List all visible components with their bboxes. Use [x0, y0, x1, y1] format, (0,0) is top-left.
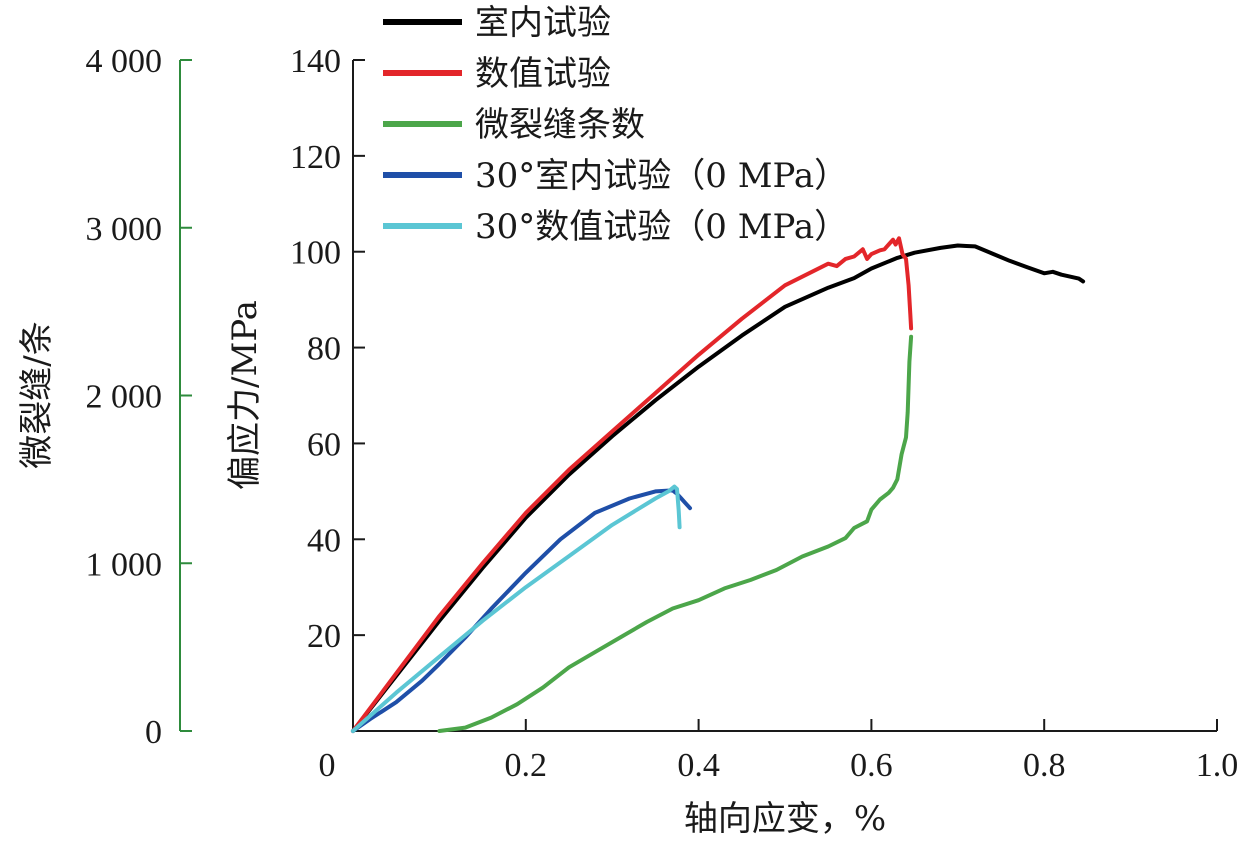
y-tick-label: 60 [307, 426, 341, 463]
x-tick-label: 0.8 [1023, 747, 1066, 784]
axes: 0 0.2 0.4 0.6 0.8 1.0 20 40 60 80 100 120 140 0 1 000 2… [86, 43, 1239, 784]
y-tick-label: 40 [307, 522, 341, 559]
legend-label: 30°数值试验（0 MPa） [475, 207, 848, 247]
y-tick-label: 120 [290, 139, 341, 176]
series-line-4 [351, 488, 692, 733]
x-tick-label: 0.2 [505, 747, 548, 784]
y2-tick-label: 4 000 [86, 43, 163, 80]
y2-axis-title: 微裂缝/条 [17, 321, 57, 468]
x-tick-label: 0.6 [850, 747, 893, 784]
y-tick-label: 100 [290, 235, 341, 272]
y2-tick-label: 2 000 [86, 379, 163, 416]
legend-label: 数值试验 [475, 54, 611, 94]
y-tick-label: 20 [307, 618, 341, 655]
y2-tick-label: 0 [145, 714, 162, 751]
x-axis-title: 轴向应变，% [684, 799, 886, 839]
series-line-2 [351, 236, 914, 733]
y2-tick-label: 1 000 [86, 546, 163, 583]
y-axis-title: 偏应力/MPa [225, 300, 265, 490]
y-tick-label: 140 [290, 43, 341, 80]
y2-tick-label: 3 000 [86, 211, 163, 248]
legend-label: 室内试验 [475, 3, 611, 43]
x-tick-label: 0.4 [677, 747, 720, 784]
x-tick-label: 0 [319, 747, 336, 784]
series-layer [351, 236, 1086, 733]
series-line-1 [351, 243, 1086, 733]
legend-label: 30°室内试验（0 MPa） [475, 156, 848, 196]
series-line-3 [437, 334, 914, 733]
series-line-5 [351, 484, 682, 733]
legend-label: 微裂缝条数 [475, 105, 645, 145]
y-tick-label: 80 [307, 331, 341, 368]
x-tick-label: 1.0 [1196, 747, 1239, 784]
